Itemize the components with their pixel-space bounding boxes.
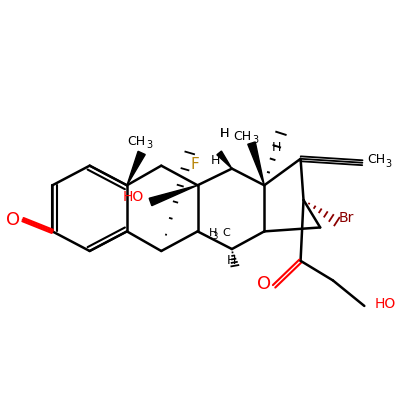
- Text: H: H: [220, 127, 229, 140]
- Text: CH: CH: [367, 153, 386, 166]
- Text: F: F: [190, 157, 199, 172]
- Text: 3: 3: [212, 232, 217, 241]
- Polygon shape: [217, 151, 232, 169]
- Text: H: H: [209, 228, 217, 238]
- Text: 3: 3: [252, 135, 259, 145]
- Text: HO: HO: [374, 297, 395, 311]
- Text: O: O: [257, 275, 271, 293]
- Text: 3: 3: [146, 140, 153, 150]
- Text: H: H: [210, 154, 220, 167]
- Text: 3: 3: [385, 159, 391, 169]
- Polygon shape: [248, 142, 264, 185]
- Text: HO: HO: [122, 190, 144, 204]
- Polygon shape: [127, 151, 145, 185]
- Text: H: H: [271, 140, 281, 154]
- Text: H: H: [227, 254, 236, 267]
- Text: Br: Br: [339, 211, 354, 225]
- Text: O: O: [6, 211, 20, 229]
- Text: H: H: [220, 127, 229, 140]
- Polygon shape: [149, 185, 198, 206]
- Text: CH: CH: [234, 130, 252, 143]
- Text: C: C: [222, 228, 230, 238]
- Text: CH: CH: [128, 135, 146, 148]
